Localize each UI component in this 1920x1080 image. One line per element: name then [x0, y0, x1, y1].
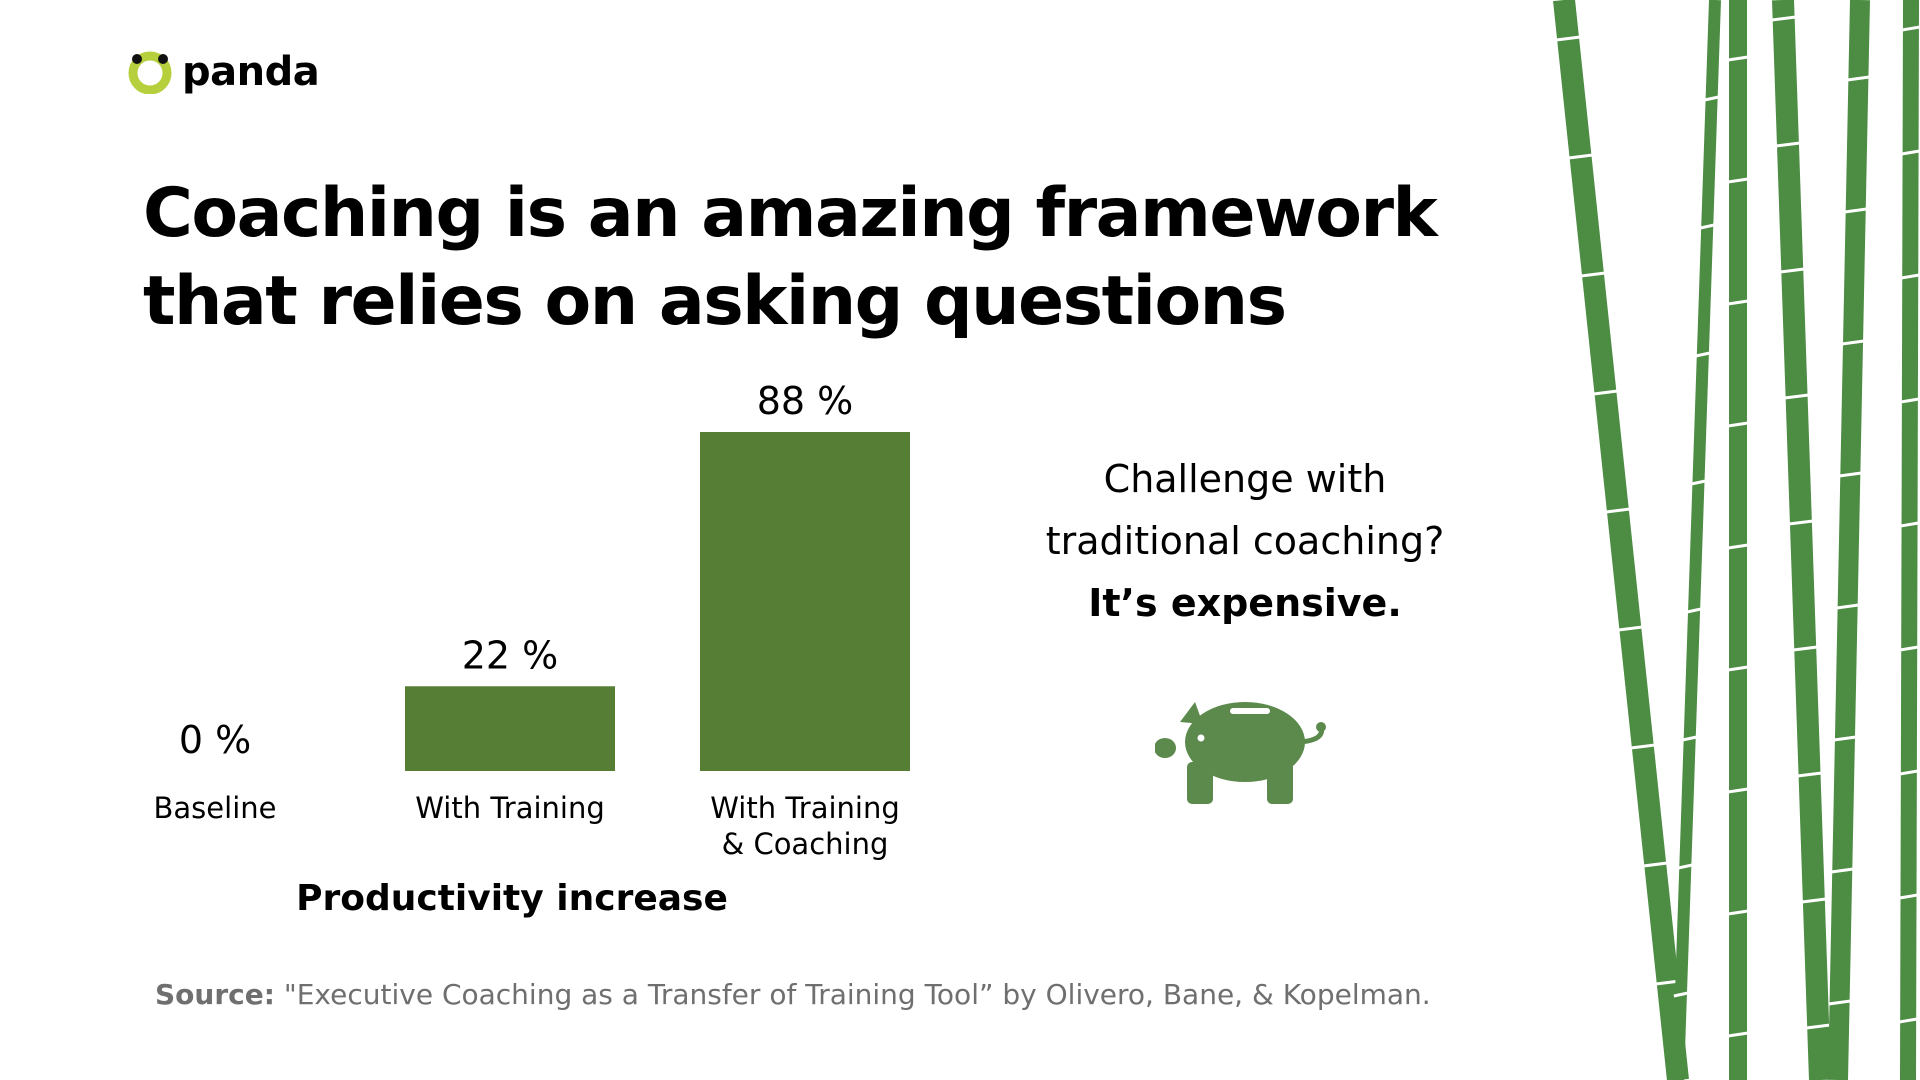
category-label-0: Baseline	[154, 791, 277, 825]
bamboo-decoration	[1553, 0, 1920, 1080]
bamboo-node	[1643, 861, 1668, 868]
bamboo-node	[1801, 897, 1827, 904]
challenge-callout: Challenge with traditional coaching? It’…	[1000, 448, 1490, 634]
bamboo-node	[1900, 273, 1920, 280]
bamboo-node	[1686, 607, 1702, 614]
bamboo-node	[1901, 25, 1920, 32]
source-label: Source:	[155, 978, 275, 1011]
bamboo-stalk-4	[1828, 0, 1870, 1080]
panda-logo-icon	[128, 51, 172, 94]
title-line-2: that relies on asking questions	[143, 262, 1287, 341]
bamboo-node	[1727, 55, 1749, 62]
bamboo-node	[1898, 1017, 1918, 1024]
bamboo-node	[1673, 991, 1689, 998]
bamboo-node	[1844, 207, 1867, 214]
bamboo-node	[1727, 421, 1749, 428]
bamboo-node	[1797, 771, 1822, 778]
bamboo-node	[1704, 95, 1719, 102]
bamboo-node	[1847, 75, 1870, 82]
bamboo-node	[1788, 519, 1814, 526]
bamboo-node	[1841, 339, 1865, 346]
bar-2	[700, 432, 910, 771]
bamboo-node	[1727, 299, 1749, 306]
category-label-2: & Coaching	[722, 827, 889, 861]
bamboo-node	[1780, 267, 1805, 274]
bamboo-node	[1793, 645, 1818, 652]
bamboo-node	[1699, 223, 1715, 230]
bamboo-node	[1775, 141, 1801, 148]
category-label-1: With Training	[415, 791, 605, 825]
bamboo-node	[1900, 521, 1919, 528]
bamboo-stalk-0	[1553, 0, 1689, 1080]
bamboo-node	[1839, 471, 1862, 478]
callout-line-1: Challenge with	[1103, 457, 1387, 501]
piggy-bank-icon	[1155, 702, 1326, 804]
bamboo-node	[1784, 393, 1809, 400]
x-axis-label: Productivity increase	[296, 878, 728, 919]
bamboo-node	[1727, 787, 1749, 794]
title-line-1: Coaching is an amazing framework	[143, 174, 1438, 253]
bamboo-node	[1727, 177, 1749, 184]
bamboo-node	[1836, 603, 1859, 610]
bamboo-node	[1682, 735, 1697, 742]
bamboo-node	[1618, 625, 1643, 632]
bamboo-stalk-5	[1900, 0, 1919, 1080]
bamboo-node	[1593, 389, 1618, 396]
bamboo-node	[1727, 1031, 1749, 1038]
brand-name: panda	[182, 49, 320, 95]
source-citation: Source: "Executive Coaching as a Transfe…	[155, 978, 1431, 1011]
bamboo-node	[1727, 543, 1749, 550]
bamboo-node	[1630, 743, 1656, 750]
callout-line-3: It’s expensive.	[1088, 581, 1402, 625]
bamboo-node	[1677, 863, 1693, 870]
slide-title: Coaching is an amazing framework that re…	[143, 170, 1443, 346]
bamboo-node	[1568, 153, 1593, 160]
bamboo-node	[1828, 999, 1851, 1006]
value-label-2: 88 %	[757, 379, 854, 423]
source-text: "Executive Coaching as a Transfer of Tra…	[274, 978, 1431, 1011]
value-label-0: 0 %	[179, 718, 251, 762]
bamboo-node	[1727, 909, 1749, 916]
bamboo-node	[1833, 735, 1857, 742]
bamboo-node	[1899, 893, 1918, 900]
value-label-1: 22 %	[462, 633, 559, 677]
bamboo-stalk-3	[1772, 0, 1831, 1080]
bamboo-node	[1605, 507, 1631, 514]
bamboo-node	[1695, 351, 1711, 358]
bamboo-node	[1580, 271, 1606, 278]
bamboo-node	[1727, 665, 1749, 672]
bamboo-node	[1691, 479, 1706, 486]
bamboo-node	[1900, 397, 1920, 404]
bamboo-node	[1899, 645, 1919, 652]
bamboo-node	[1901, 149, 1920, 156]
panda-logo: panda	[128, 48, 320, 96]
callout-line-2: traditional coaching?	[1045, 519, 1445, 563]
bamboo-stalk-1	[1672, 0, 1721, 1080]
bamboo-node	[1806, 1023, 1831, 1030]
bamboo-node	[1771, 15, 1796, 22]
bar-1	[405, 686, 615, 771]
bamboo-node	[1831, 867, 1854, 874]
bamboo-node	[1899, 769, 1919, 776]
bamboo-node	[1556, 35, 1581, 42]
category-label-2: With Training	[710, 791, 900, 825]
